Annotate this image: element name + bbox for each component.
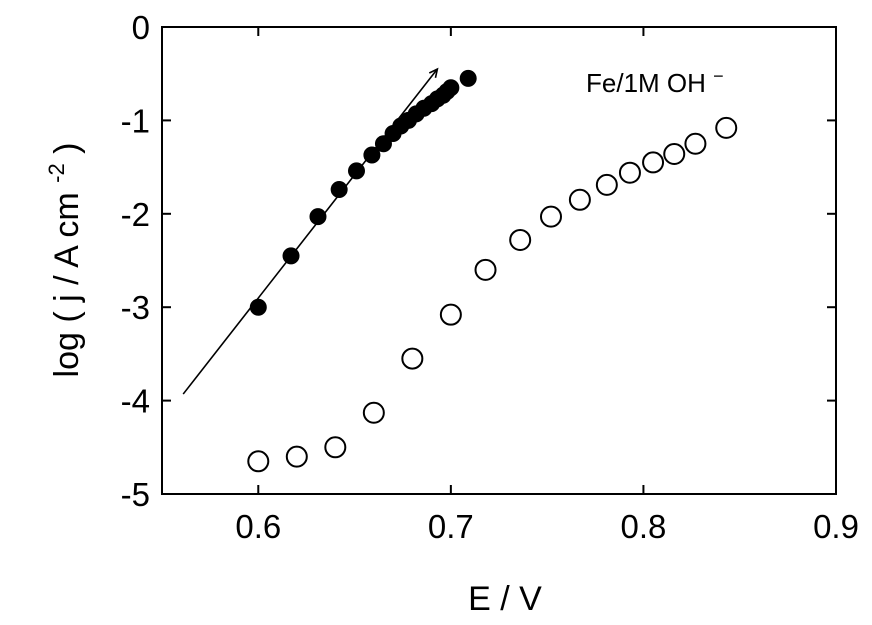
plot-frame [161, 26, 837, 495]
x-axis-title: E / V [468, 580, 542, 618]
open-point [439, 303, 462, 326]
open-point [362, 401, 385, 424]
filled-point [330, 181, 348, 199]
open-point [285, 445, 308, 468]
filled-point [347, 162, 365, 180]
y-tick-label: -5 [121, 476, 150, 513]
open-point [595, 173, 618, 196]
filled-point [442, 79, 460, 97]
fit-line-arrowhead [428, 67, 439, 78]
open-point [539, 205, 562, 228]
x-tick-label: 0.8 [620, 508, 666, 545]
annotation: Fe/1M OH − [586, 66, 724, 98]
open-point [509, 228, 532, 251]
y-tick-label: -3 [121, 289, 150, 326]
x-tick-label: 0.6 [235, 508, 281, 545]
annotation-main: Fe/1M OH [586, 68, 706, 98]
open-point [247, 450, 270, 473]
filled-point [459, 69, 477, 87]
open-point [324, 436, 347, 459]
y-tick-label: 0 [132, 9, 150, 46]
x-tick-label: 0.7 [428, 508, 474, 545]
axis-ticks [162, 26, 837, 495]
open-point [642, 151, 665, 174]
filled-point [282, 247, 300, 265]
y-tick-label: -1 [121, 102, 150, 139]
filled-point [309, 208, 327, 226]
open-point [568, 188, 591, 211]
y-tick-label: -2 [121, 196, 150, 233]
annotation-superscript: − [713, 66, 724, 86]
filled-point [363, 146, 381, 164]
open-point [618, 161, 641, 184]
open-point [401, 347, 424, 370]
open-point [663, 143, 686, 166]
y-axis-title-main: log ( j / A cm [48, 192, 86, 377]
open-point [715, 116, 738, 139]
data-points [247, 69, 738, 473]
open-point [474, 258, 497, 281]
svg-text:log ( j / A cm -2: log ( j / A cm -2 ) [34, 143, 86, 378]
open-point [684, 132, 707, 155]
tick-labels: 0.6 0.7 0.8 0.9 0 -1 -2 -3 -4 -5 [121, 9, 859, 545]
filled-point [249, 298, 267, 316]
filled-point [374, 135, 392, 153]
x-tick-label: 0.9 [813, 508, 859, 545]
y-tick-label: -4 [121, 383, 150, 420]
y-axis-title-close: ) [48, 143, 86, 154]
y-axis-title: log ( j / A cm -2 ) [34, 143, 86, 378]
y-axis-title-exponent: -2 [44, 163, 69, 183]
